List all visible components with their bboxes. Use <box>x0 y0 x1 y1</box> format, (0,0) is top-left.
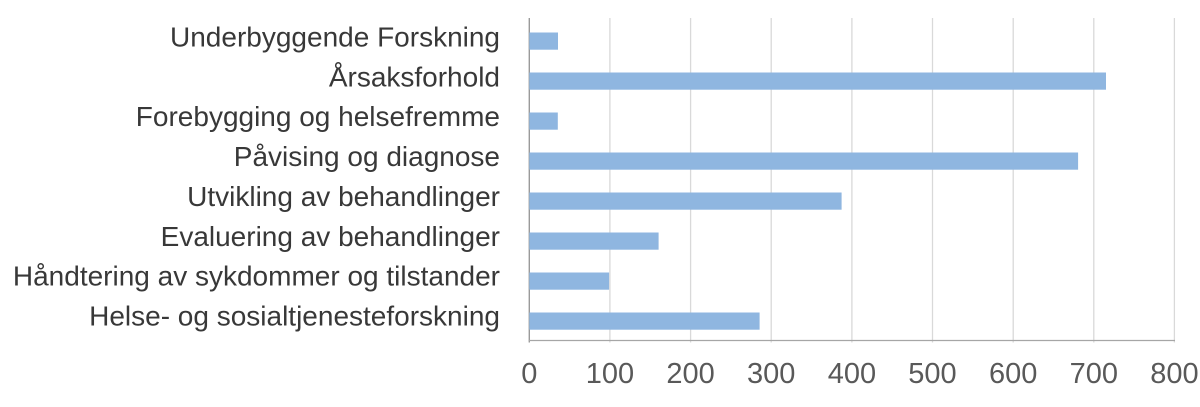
svg-text:700: 700 <box>1070 358 1118 390</box>
svg-text:Håndtering av sykdommer og til: Håndtering av sykdommer og tilstander <box>13 261 500 292</box>
svg-text:400: 400 <box>828 358 876 390</box>
svg-text:500: 500 <box>908 358 956 390</box>
svg-text:0: 0 <box>521 358 537 390</box>
svg-text:Evaluering av behandlinger: Evaluering av behandlinger <box>161 221 500 252</box>
svg-text:200: 200 <box>666 358 714 390</box>
svg-text:600: 600 <box>989 358 1037 390</box>
svg-text:Forebygging og helsefremme: Forebygging og helsefremme <box>136 101 500 132</box>
svg-text:Underbyggende Forskning: Underbyggende Forskning <box>170 22 500 53</box>
svg-text:Utvikling av behandlinger: Utvikling av behandlinger <box>187 181 500 212</box>
svg-text:300: 300 <box>747 358 795 390</box>
svg-text:800: 800 <box>1150 358 1198 390</box>
svg-text:100: 100 <box>586 358 634 390</box>
svg-text:Påvising og diagnose: Påvising og diagnose <box>234 141 500 172</box>
svg-text:Helse- og sosialtjenesteforskn: Helse- og sosialtjenesteforskning <box>89 301 500 332</box>
svg-text:Årsaksforhold: Årsaksforhold <box>329 61 500 92</box>
